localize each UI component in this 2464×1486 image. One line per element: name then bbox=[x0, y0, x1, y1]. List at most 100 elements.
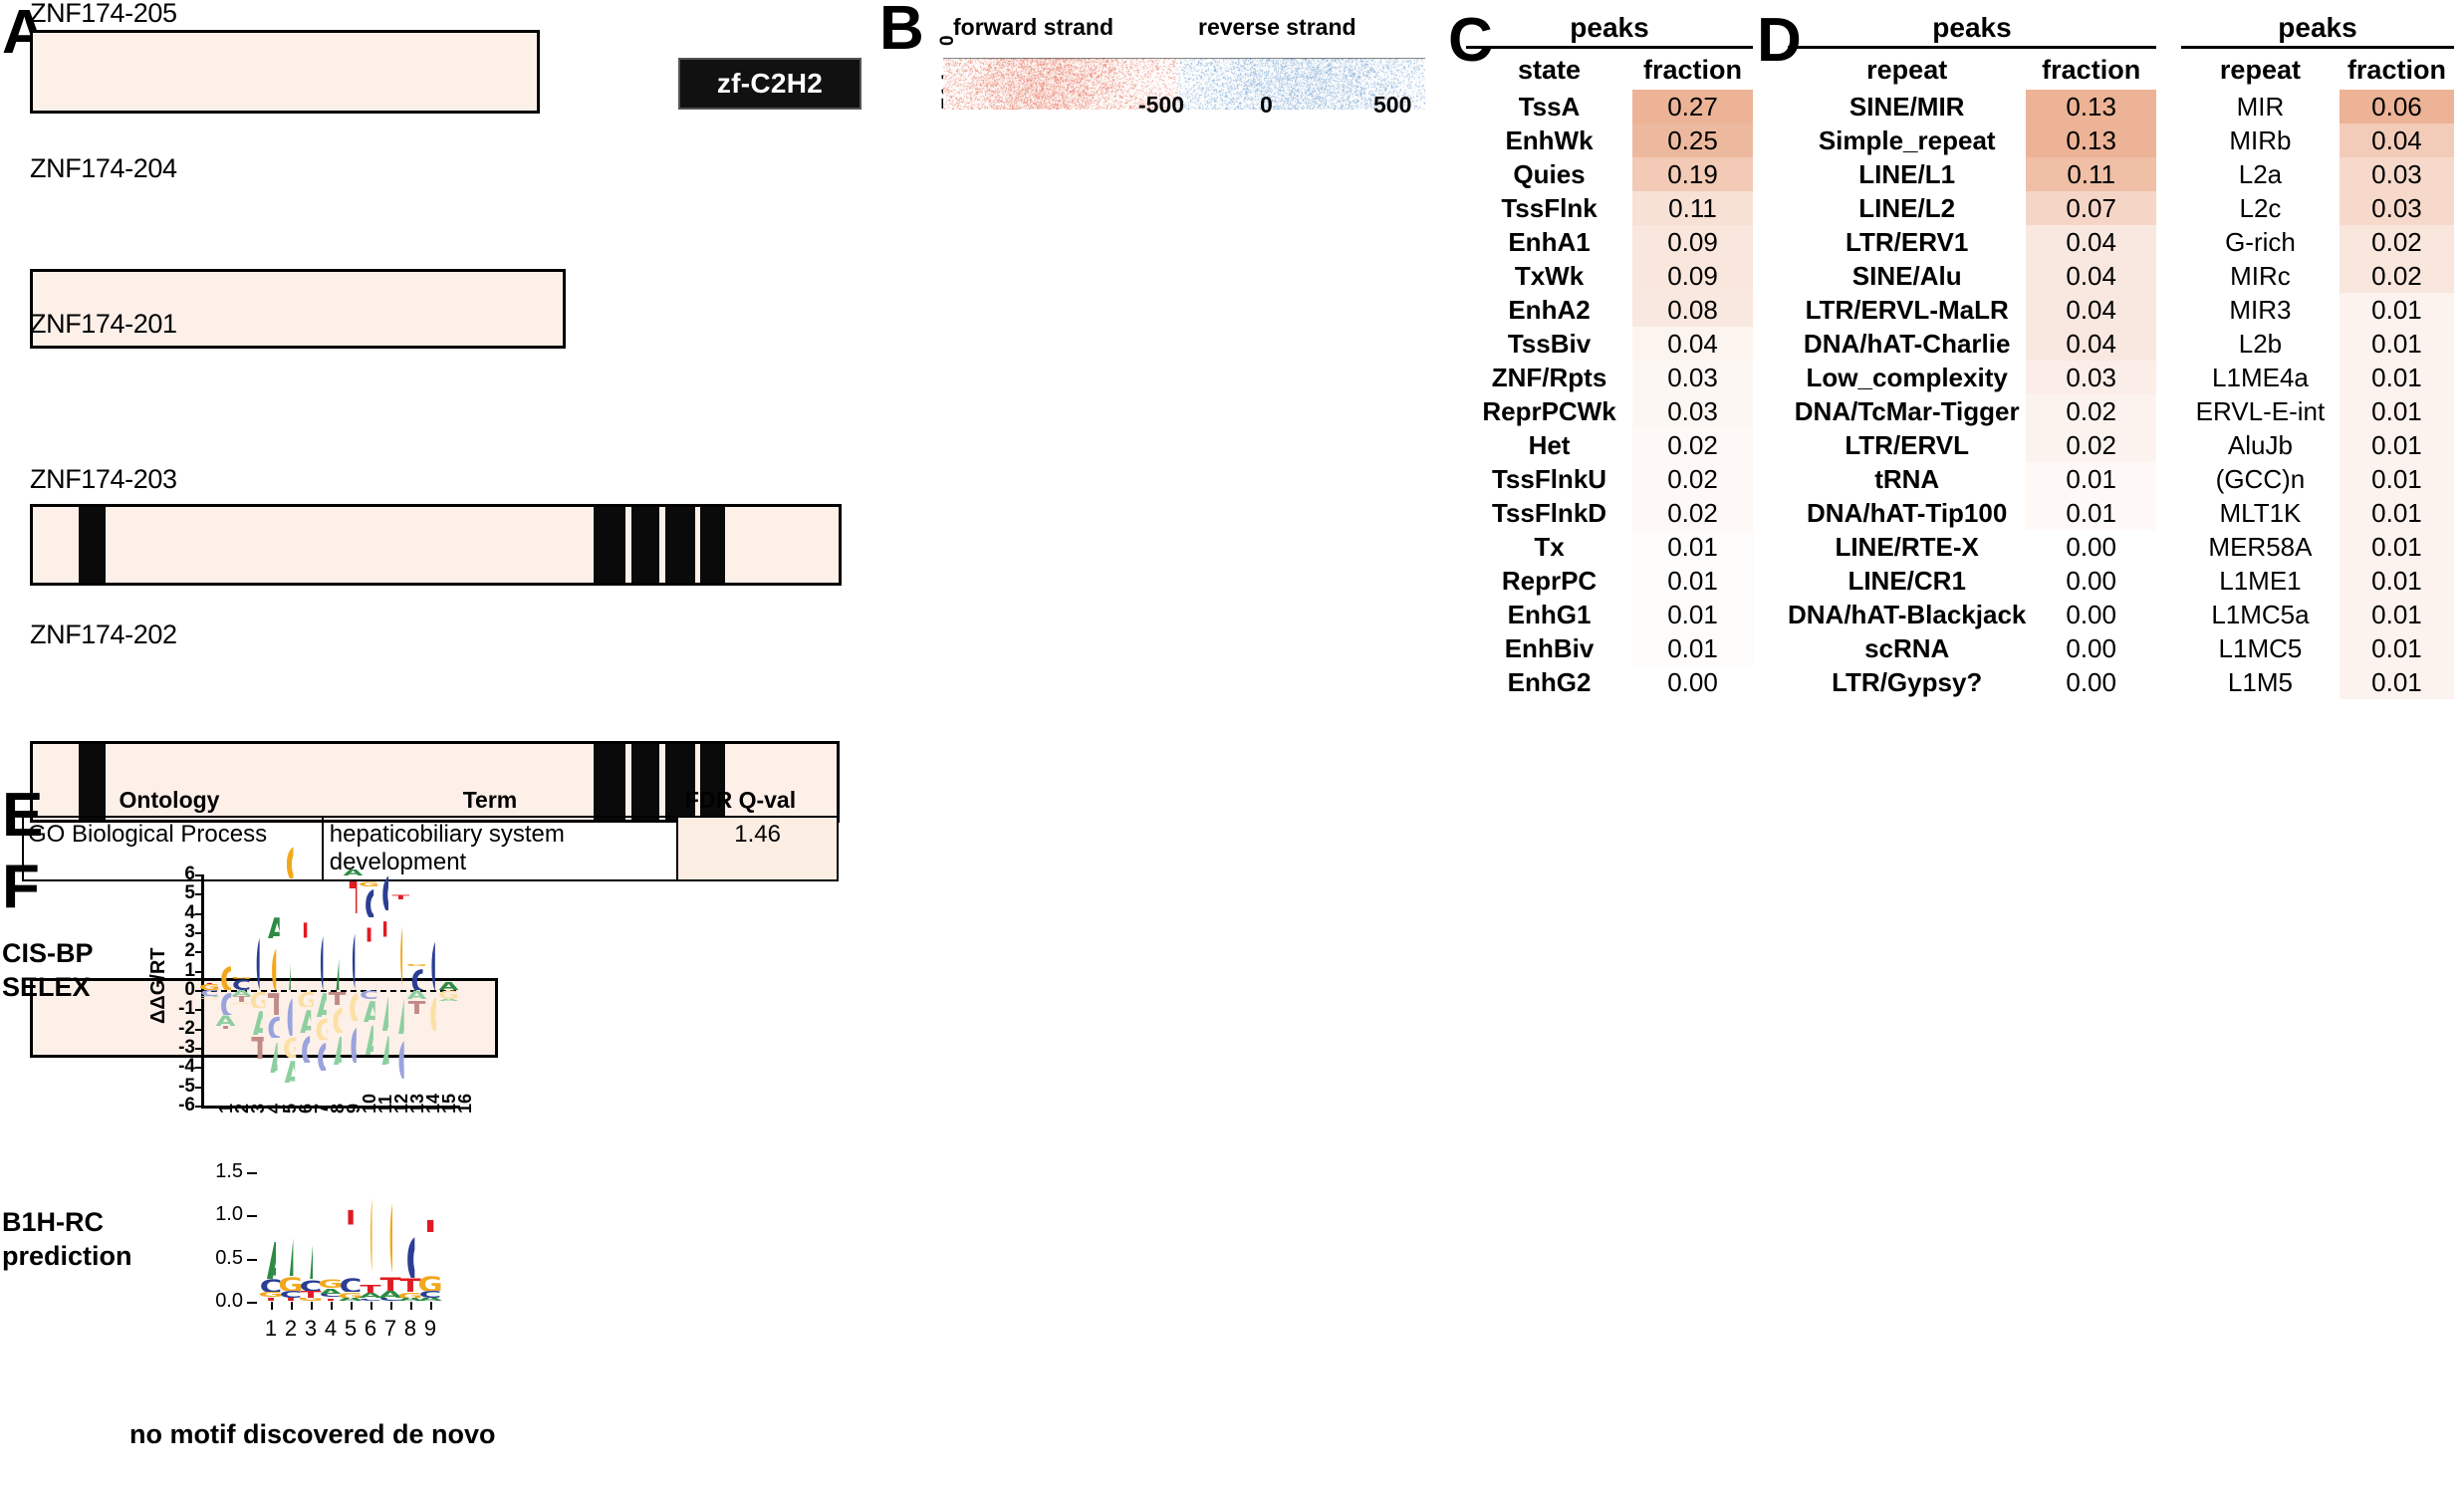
logo-letter-C: C bbox=[299, 1278, 323, 1291]
cis-bp-label-line2: SELEX bbox=[2, 972, 91, 1002]
logo-letter-T: T bbox=[200, 982, 218, 985]
logo2-xtick-mark bbox=[430, 1302, 432, 1310]
transcript-label: ZNF174-205 bbox=[30, 0, 177, 28]
cell-fraction: 0.09 bbox=[1632, 225, 1753, 259]
cell-fraction: 0.01 bbox=[2339, 598, 2454, 631]
exon-block bbox=[700, 744, 725, 820]
column-header-key: repeat bbox=[1866, 55, 1948, 85]
logo-letter-A: A bbox=[316, 990, 327, 1017]
logo-letter-A: A bbox=[215, 1015, 235, 1026]
logo-letter-T: T bbox=[267, 990, 278, 1015]
logo-letter-A: A bbox=[283, 1058, 294, 1083]
cell-fraction: 0.04 bbox=[2026, 259, 2156, 293]
logo-letter-A: A bbox=[335, 913, 339, 990]
logo-letter-A: A bbox=[378, 1290, 402, 1298]
logo1-ytick: 5 bbox=[184, 882, 195, 904]
logo-letter-C: C bbox=[199, 990, 219, 996]
cell-key: MIRb bbox=[2229, 124, 2292, 155]
logo-letter-A: A bbox=[339, 1297, 363, 1302]
logo2-ytick-mark bbox=[247, 1171, 257, 1174]
logo-letter-G: G bbox=[230, 977, 252, 980]
logo-letter-G: G bbox=[198, 984, 220, 990]
cell-fraction: 0.11 bbox=[2026, 157, 2156, 191]
table-row: DNA/hAT-Blackjack 0.00 bbox=[1788, 598, 2156, 631]
logo1-ytick: 6 bbox=[184, 864, 195, 884]
logo1-ytick: -5 bbox=[178, 1075, 195, 1097]
cell-fraction: 0.03 bbox=[1632, 361, 1753, 394]
logo2-xtick: 8 bbox=[403, 1316, 417, 1341]
cell-key: L2c bbox=[2239, 192, 2282, 223]
cell-key: ZNF/Rpts bbox=[1491, 362, 1607, 392]
logo2-ytick-mark bbox=[247, 1258, 257, 1261]
cell-key: LINE/CR1 bbox=[1848, 565, 1966, 596]
cell-key: L2a bbox=[2238, 158, 2283, 189]
cell-fraction: 0.02 bbox=[1632, 462, 1753, 496]
exon-block bbox=[665, 507, 695, 583]
cell-key: DNA/TcMar-Tigger bbox=[1794, 395, 2020, 426]
cell-fraction: 0.00 bbox=[2066, 632, 2116, 663]
table-row: MIR3 0.01 bbox=[2181, 293, 2454, 327]
logo-letter-A: A bbox=[380, 1031, 388, 1066]
cell-fraction: 0.01 bbox=[1632, 598, 1753, 631]
cell-key: EnhG1 bbox=[1507, 599, 1592, 629]
exon-block bbox=[594, 744, 625, 820]
table-d1-rule bbox=[1788, 46, 2156, 49]
table-row: ERVL-E-int 0.01 bbox=[2181, 394, 2454, 428]
cell-key: TssBiv bbox=[1507, 328, 1592, 359]
cell-fraction: 0.01 bbox=[2339, 394, 2454, 428]
table-row: L1M5 0.01 bbox=[2181, 665, 2454, 699]
logo-letter-T: T bbox=[367, 917, 370, 990]
table-row: LINE/RTE-X 0.00 bbox=[1788, 530, 2156, 564]
cell-fraction: 0.00 bbox=[2066, 666, 2116, 697]
logo1-ytick-mark bbox=[195, 932, 201, 934]
table-row: EnhG1 0.01 bbox=[1466, 598, 1753, 631]
logo-letter-G: G bbox=[278, 1275, 304, 1291]
domain-label: zf-C2H2 bbox=[716, 68, 824, 99]
cell-key: EnhA1 bbox=[1508, 226, 1591, 257]
b1h-label-line2: prediction bbox=[2, 1241, 132, 1271]
table-row: L2a 0.03 bbox=[2181, 157, 2454, 191]
go-col-term-header: Term bbox=[462, 787, 518, 813]
cell-fraction: 0.01 bbox=[2339, 293, 2454, 327]
go-cell-fdr: 1.46 bbox=[678, 818, 837, 879]
table-row: EnhG2 0.00 bbox=[1466, 665, 1753, 699]
cell-fraction: 0.03 bbox=[2339, 157, 2454, 191]
cell-key: SINE/MIR bbox=[1848, 91, 1965, 122]
logo-letter-G: G bbox=[348, 990, 357, 1021]
logo-letter-G: G bbox=[298, 1297, 324, 1302]
logo-letter-A: A bbox=[267, 915, 279, 938]
cell-fraction: 0.02 bbox=[2026, 394, 2156, 428]
logo2-xtick-mark bbox=[311, 1302, 313, 1310]
logo-letter-T: T bbox=[303, 911, 307, 990]
logo-letter-G: G bbox=[249, 990, 265, 1008]
cell-fraction: 0.01 bbox=[2026, 462, 2156, 496]
cell-key: TssA bbox=[1518, 91, 1581, 122]
cis-bp-label-line1: CIS-BP bbox=[2, 938, 94, 968]
logo2-ytick: 1.0 bbox=[215, 1203, 243, 1226]
logo-letter-T: T bbox=[427, 1212, 434, 1275]
go-table-header-row: Ontology Term FDR Q-val bbox=[22, 787, 839, 816]
logo-letter-G: G bbox=[297, 990, 314, 1007]
logo1-ytick-mark bbox=[195, 874, 201, 876]
cell-key: MLT1K bbox=[2219, 497, 2302, 528]
logo2-xtick: 9 bbox=[423, 1316, 437, 1341]
logo1-ytick-mark bbox=[195, 1028, 201, 1031]
table-row: L1MC5a 0.01 bbox=[2181, 598, 2454, 631]
logo-letter-G: G bbox=[405, 963, 427, 966]
logo2-xtick: 4 bbox=[324, 1316, 338, 1341]
logo-letter-A: A bbox=[299, 1007, 310, 1032]
cell-fraction: 0.02 bbox=[1632, 428, 1753, 462]
cell-key: MER58A bbox=[2208, 531, 2313, 562]
logo-letter-T: T bbox=[360, 1285, 381, 1294]
cell-key: DNA/hAT-Blackjack bbox=[1788, 599, 2027, 629]
cell-key: TssFlnkU bbox=[1491, 463, 1607, 494]
cell-key: TssFlnk bbox=[1501, 192, 1598, 223]
cell-key: tRNA bbox=[1874, 463, 1940, 494]
logo2-xtick: 5 bbox=[344, 1316, 358, 1341]
table-row: LINE/L2 0.07 bbox=[1788, 191, 2156, 225]
cell-key: (GCC)n bbox=[2215, 463, 2306, 494]
column-header-key: repeat bbox=[2219, 55, 2301, 85]
logo-letter-C: C bbox=[364, 886, 372, 917]
transcript-label: ZNF174-203 bbox=[30, 464, 177, 494]
cell-fraction: 0.04 bbox=[2026, 225, 2156, 259]
